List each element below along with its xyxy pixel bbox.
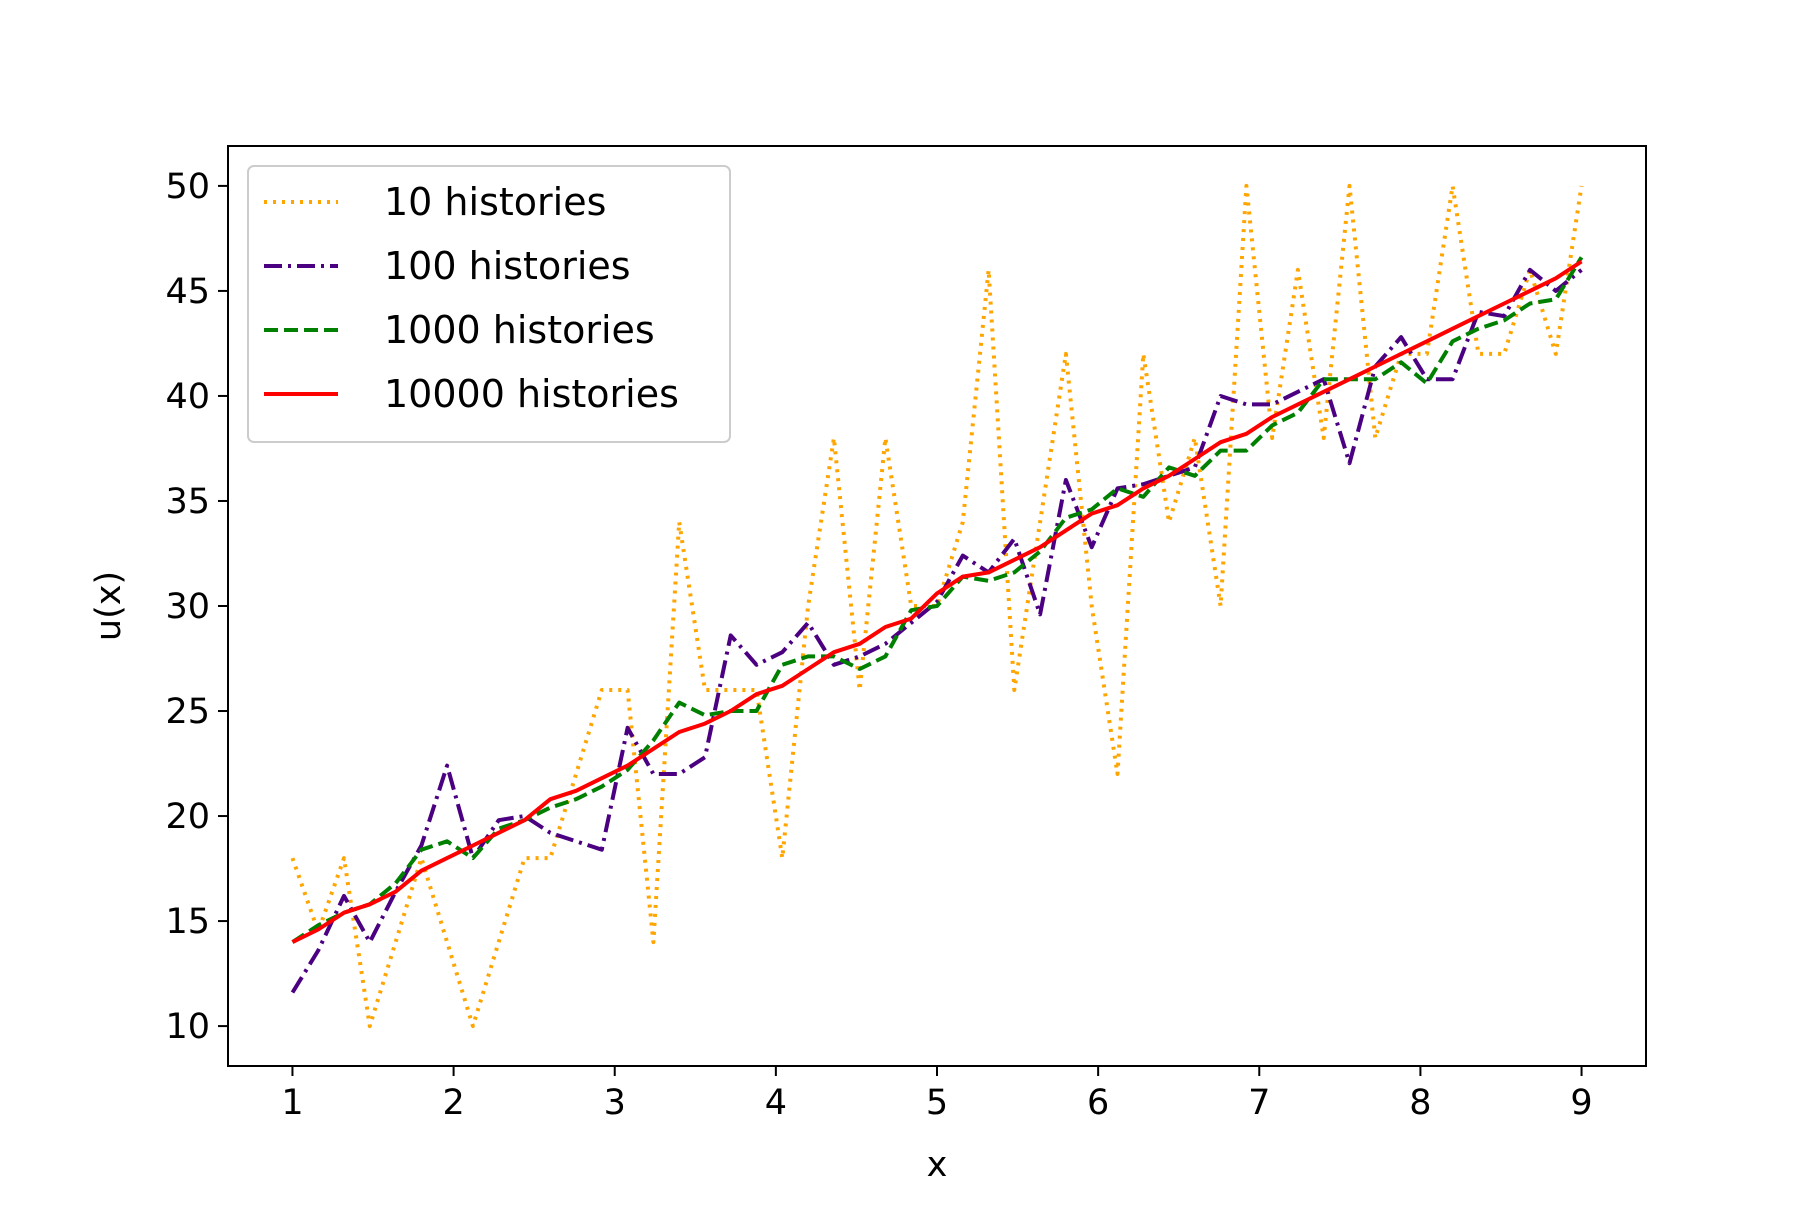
y-tick-label: 40 — [165, 377, 210, 417]
legend-box — [247, 165, 731, 443]
y-tick-label: 10 — [165, 1007, 210, 1047]
x-tick-label: 3 — [604, 1083, 626, 1123]
x-tick-label: 5 — [926, 1083, 948, 1123]
series-line-1 — [290, 183, 1584, 1029]
y-tick-label: 15 — [165, 902, 210, 942]
series-line-4 — [291, 259, 1583, 944]
y-tick-label: 30 — [165, 587, 210, 627]
y-tick-label: 35 — [165, 482, 210, 522]
x-tick-label: 6 — [1087, 1083, 1109, 1123]
x-tick-label: 2 — [442, 1083, 464, 1123]
y-tick-label: 20 — [165, 797, 210, 837]
legend-label: 10 histories — [384, 180, 606, 224]
y-tick-label: 50 — [165, 167, 210, 207]
series-line-2 — [290, 267, 1583, 994]
series-layer — [290, 183, 1584, 1029]
x-tick-label: 9 — [1570, 1083, 1592, 1123]
y-tick-label: 45 — [165, 272, 210, 312]
y-axis-label: u(x) — [89, 571, 129, 641]
legend-label: 10000 histories — [384, 372, 679, 416]
legend: 10 histories 100 histories 1000 histories 1… — [247, 165, 731, 443]
x-tick-label: 4 — [765, 1083, 787, 1123]
x-tick-label: 1 — [281, 1083, 303, 1123]
legend-label: 1000 histories — [384, 308, 655, 352]
x-tick-label: 7 — [1248, 1083, 1270, 1123]
series-line-3 — [291, 256, 1584, 944]
x-axis-label: x — [927, 1145, 948, 1185]
legend-label: 100 histories — [384, 244, 631, 288]
y-tick-label: 25 — [165, 692, 210, 732]
x-tick-label: 8 — [1409, 1083, 1431, 1123]
